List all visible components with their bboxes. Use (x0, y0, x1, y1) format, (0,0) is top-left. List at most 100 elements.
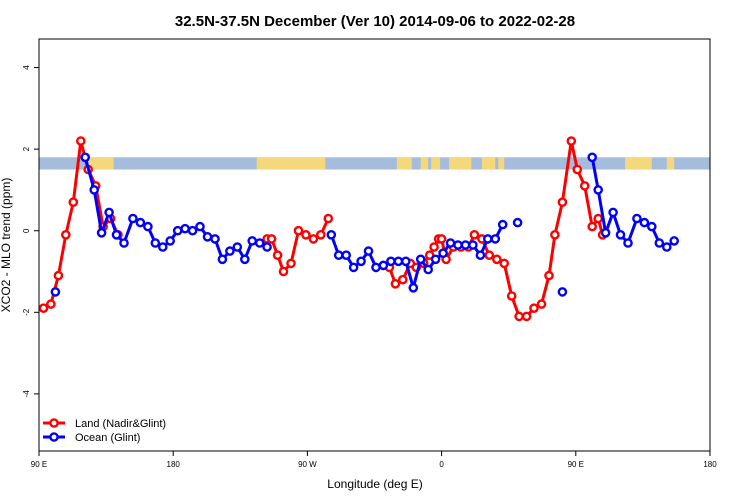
data-point (557, 197, 568, 207)
plot-frame (38, 38, 711, 452)
data-point (623, 238, 633, 248)
data-point (266, 234, 277, 244)
y-axis-ticks: -4 -2 0 2 4 (22, 65, 39, 398)
data-point (497, 219, 508, 230)
data-point (469, 229, 480, 240)
x-tick-label: 90 E (568, 460, 584, 469)
data-point (326, 229, 337, 240)
data-point (600, 227, 611, 238)
data-point (68, 197, 79, 207)
y-tick-label: 4 (22, 65, 31, 70)
data-point (397, 274, 408, 285)
land-segment (449, 157, 472, 170)
data-point (195, 221, 205, 232)
data-point (119, 238, 129, 248)
land-segment (256, 157, 326, 170)
data-point (262, 242, 272, 252)
data-point (217, 254, 228, 265)
data-point (460, 240, 471, 250)
data-point (80, 152, 90, 163)
x-tick-label: 180 (167, 460, 181, 469)
chart-title: 32.5N-37.5N December (Ver 10) 2014-09-06… (175, 13, 575, 30)
data-point (187, 225, 198, 236)
y-tick-label: -2 (22, 308, 31, 316)
data-point (499, 258, 510, 269)
data-point (529, 303, 539, 314)
legend-item: Ocean (Glint) (43, 432, 140, 444)
data-point (475, 250, 486, 260)
data-point (587, 221, 598, 232)
data-point (308, 234, 319, 244)
data-point (371, 262, 381, 273)
data-point (38, 303, 49, 314)
data-point (135, 217, 146, 228)
data-point (423, 264, 434, 275)
land-segment (88, 157, 114, 170)
data-point (438, 248, 448, 258)
data-point (165, 236, 175, 246)
data-point (408, 282, 419, 293)
data-point (278, 266, 289, 277)
data-point (615, 229, 626, 240)
data-point (150, 238, 161, 248)
data-point (180, 223, 190, 234)
legend-swatch-marker (49, 418, 59, 428)
land-segment (481, 157, 496, 170)
data-point (315, 229, 326, 240)
legend-label: Ocean (Glint) (75, 432, 140, 444)
data-point (436, 234, 447, 244)
data-point (286, 258, 296, 269)
data-point (272, 250, 283, 260)
data-point (111, 229, 122, 240)
data-point (323, 213, 334, 224)
data-point (536, 299, 547, 309)
data-point (104, 207, 114, 218)
data-point (557, 287, 568, 297)
land-segment (420, 157, 429, 170)
data-point (587, 152, 598, 163)
data-point (301, 229, 311, 240)
data-point (512, 217, 523, 228)
data-point (632, 213, 642, 224)
data-point (521, 311, 532, 322)
data-point (225, 246, 235, 256)
land-segment (431, 157, 441, 170)
data-point (453, 240, 463, 250)
data-point (482, 234, 493, 244)
data-point (393, 256, 404, 267)
data-point (669, 236, 680, 246)
land-segment (625, 157, 652, 170)
data-point (390, 278, 401, 289)
data-point (429, 242, 439, 252)
data-point (96, 227, 107, 238)
ocean-band (39, 157, 710, 170)
y-tick-label: -4 (22, 390, 31, 398)
data-point (662, 242, 672, 252)
data-point (143, 221, 153, 232)
data-point (566, 136, 577, 146)
data-point (363, 246, 374, 256)
data-point (491, 254, 502, 265)
land-segment (666, 157, 675, 170)
series-ocean (50, 152, 680, 297)
data-point (50, 287, 61, 297)
legend: Land (Nadir&Glint) Ocean (Glint) (43, 418, 166, 444)
land-segment (498, 157, 505, 170)
data-point (400, 256, 411, 267)
data-point (608, 207, 618, 218)
data-point (415, 254, 426, 265)
data-point (89, 185, 99, 195)
data-point (639, 217, 650, 228)
data-point (550, 229, 560, 240)
data-point (544, 270, 554, 281)
data-point (593, 185, 604, 195)
data-point (647, 221, 657, 232)
data-point (572, 164, 583, 175)
data-point (378, 260, 389, 271)
data-point (210, 234, 220, 244)
land-ocean-band (39, 157, 710, 170)
data-point (254, 238, 265, 248)
y-axis-label: XCO2 - MLO trend (ppm) (0, 178, 13, 313)
data-point (239, 254, 250, 265)
